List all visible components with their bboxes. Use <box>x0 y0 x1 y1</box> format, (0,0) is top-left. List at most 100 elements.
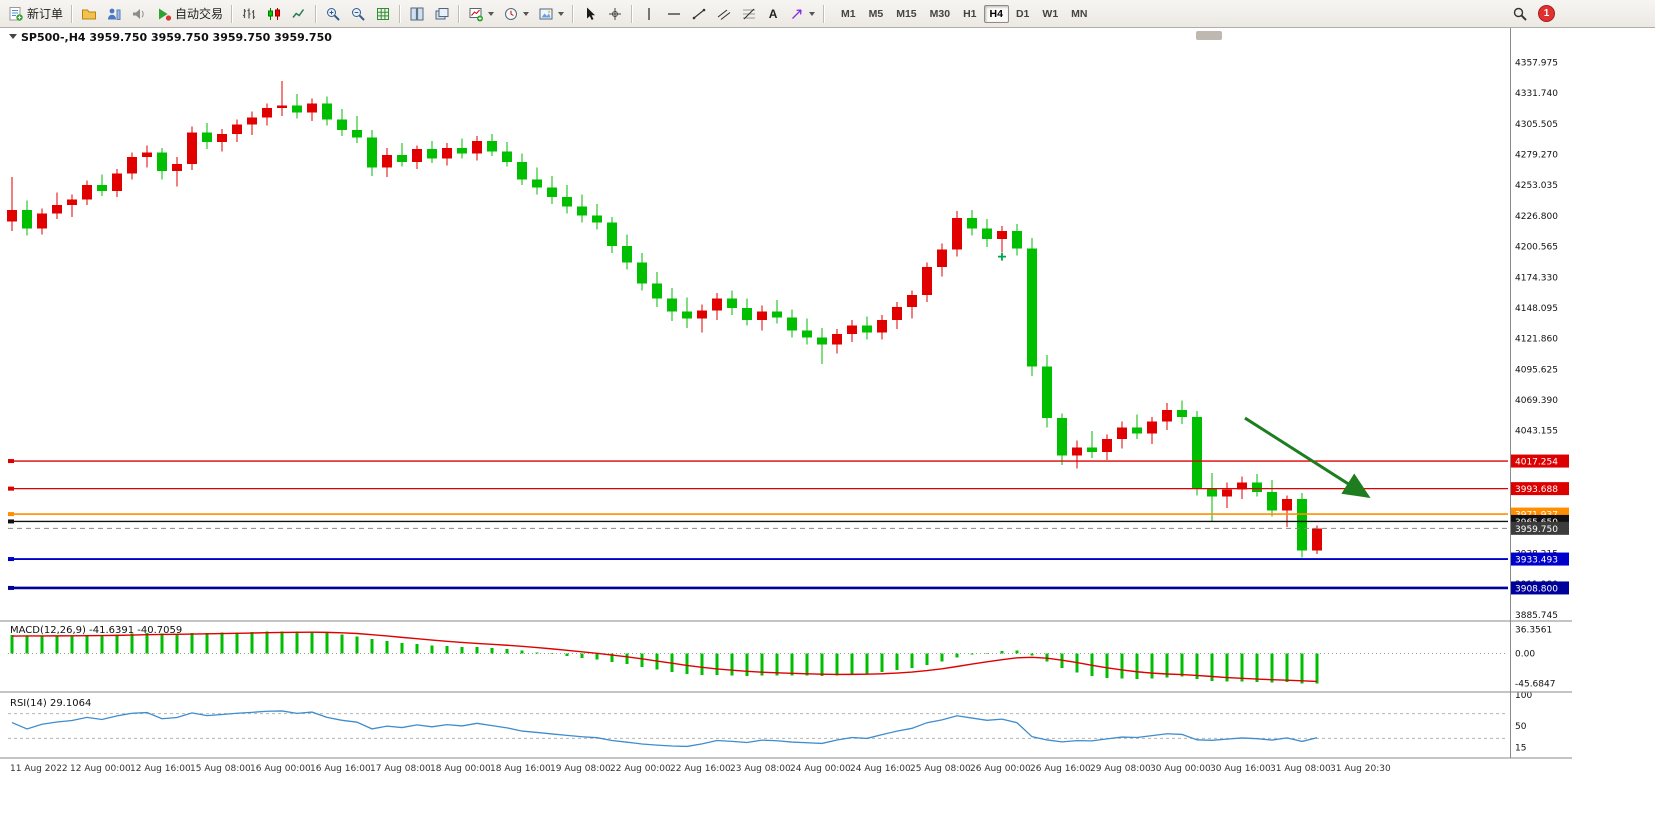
candle-body <box>382 154 392 168</box>
cascade-windows-button[interactable] <box>430 2 454 26</box>
macd-bar <box>310 631 314 654</box>
templates-button[interactable] <box>534 2 568 26</box>
candle-body <box>1282 498 1292 511</box>
time-axis-label: 30 Aug 00:00 <box>1150 764 1211 774</box>
periods-button[interactable] <box>499 2 533 26</box>
candle-body <box>307 103 317 113</box>
new-order-button[interactable]: 新订单 <box>4 2 67 26</box>
market-watch-button[interactable] <box>102 2 126 26</box>
text-tool-button[interactable]: A <box>762 2 784 26</box>
price-badge-4017.254 <box>1511 454 1569 468</box>
macd-bar <box>460 647 464 654</box>
macd-bar <box>1300 653 1304 684</box>
timeframe-h4[interactable]: H4 <box>983 4 1009 23</box>
candle-body <box>397 154 407 162</box>
vertical-line-tool-button[interactable] <box>637 2 661 26</box>
macd-bar <box>385 641 389 654</box>
zoom-in-button[interactable] <box>321 2 345 26</box>
strategy-tester-button[interactable] <box>371 2 395 26</box>
time-axis[interactable]: 11 Aug 2022 12 Aug 00:00 12 Aug 16:00 15 Au… <box>10 764 1391 774</box>
one-click-trading-toggle[interactable] <box>9 34 17 39</box>
macd-bar <box>55 635 59 654</box>
cursor-arrow-icon <box>582 6 598 22</box>
level-left-marker <box>8 585 14 590</box>
line-chart-mode-button[interactable] <box>287 2 311 26</box>
navigator-button[interactable] <box>77 2 101 26</box>
candle-body <box>982 228 992 240</box>
macd-bar <box>610 653 614 662</box>
macd-bar <box>1315 653 1319 684</box>
channel-tool-button[interactable] <box>712 2 736 26</box>
macd-bar <box>1120 653 1124 679</box>
autotrading-button[interactable]: 自动交易 <box>152 2 227 26</box>
candle-body <box>1132 427 1142 434</box>
macd-bar <box>220 632 224 654</box>
notification-badge[interactable]: 1 <box>1538 5 1555 22</box>
alerts-button[interactable] <box>127 2 151 26</box>
candle-body <box>892 306 902 320</box>
candle-body <box>97 185 107 192</box>
arrows-tool-button[interactable] <box>785 2 819 26</box>
price-gridline-label: 4279.270 <box>1515 150 1558 160</box>
tile-windows-button[interactable] <box>405 2 429 26</box>
timeframe-m5[interactable]: M5 <box>868 7 884 20</box>
timeframe-h1[interactable]: H1 <box>963 7 977 20</box>
zoom-out-button[interactable] <box>346 2 370 26</box>
cursor-tool-button[interactable] <box>578 2 602 26</box>
timeframe-m1[interactable]: M1 <box>841 7 856 20</box>
candle-body <box>607 222 617 247</box>
price-badge-3933.493 <box>1511 552 1569 566</box>
toolbar-separator <box>631 4 634 23</box>
candle-body <box>1267 491 1277 511</box>
search-icon[interactable] <box>1512 6 1528 22</box>
timeframe-d1[interactable]: D1 <box>1015 7 1030 20</box>
time-axis-label: 12 Aug 16:00 <box>130 764 191 774</box>
crosshair-tool-button[interactable] <box>603 2 627 26</box>
new-order-label: 新订单 <box>27 7 64 21</box>
price-axis[interactable]: 4357.975 4331.740 4305.505 4279.270 4253.035… <box>1511 58 1569 754</box>
ohlc-bars-icon <box>241 6 257 22</box>
candle-body <box>502 151 512 162</box>
timeframe-m30[interactable]: M30 <box>929 7 951 20</box>
candle-body <box>682 311 692 319</box>
chart-plot-area[interactable] <box>8 28 1508 758</box>
candle-body <box>967 217 977 229</box>
macd-bar <box>595 653 599 660</box>
horizontal-line-tool-button[interactable] <box>662 2 686 26</box>
candle-body <box>1027 248 1037 367</box>
macd-bar <box>475 647 479 654</box>
timeframe-w1[interactable]: W1 <box>1042 7 1059 20</box>
macd-bar <box>445 646 449 654</box>
macd-bar <box>145 633 149 654</box>
bar-chart-mode-button[interactable] <box>237 2 261 26</box>
macd-bar <box>955 653 959 658</box>
zoom-out-icon <box>350 6 366 22</box>
macd-bar <box>685 653 689 675</box>
candle-body <box>127 157 137 174</box>
new-chart-button[interactable] <box>464 2 498 26</box>
candle-body <box>1312 528 1322 551</box>
price-gridline-label: 4043.155 <box>1515 427 1558 437</box>
fibonacci-tool-button[interactable] <box>737 2 761 26</box>
candlestick-mode-button[interactable] <box>262 2 286 26</box>
trend-arrow-annotation[interactable] <box>1244 416 1371 499</box>
candle-body <box>157 152 167 172</box>
macd-bar <box>1000 651 1004 654</box>
macd-bar <box>115 634 119 654</box>
timeframe-mn[interactable]: MN <box>1071 7 1088 20</box>
plus-marker-annotation[interactable] <box>998 252 1006 261</box>
timeframe-m15[interactable]: M15 <box>896 7 917 20</box>
macd-bar <box>715 653 719 676</box>
macd-bar <box>1150 653 1154 679</box>
macd-axis-label: 0.00 <box>1515 650 1535 660</box>
trendline-tool-button[interactable] <box>687 2 711 26</box>
text-tool-icon: A <box>768 6 778 21</box>
candle-body <box>1252 482 1262 492</box>
macd-bar <box>745 653 749 676</box>
fibonacci-icon <box>741 6 757 22</box>
chart-scrollbar-thumb[interactable] <box>1196 31 1222 40</box>
time-axis-label: 16 Aug 00:00 <box>250 764 311 774</box>
candle-body <box>1147 421 1157 434</box>
candle-body <box>817 337 827 345</box>
